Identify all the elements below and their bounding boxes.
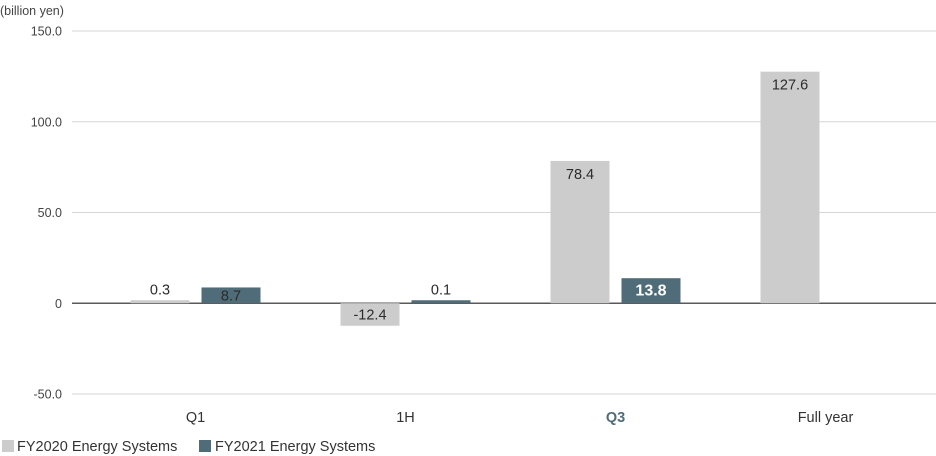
x-category-label-q1: Q1 <box>186 410 205 426</box>
bar-fy2020-1h <box>340 303 400 326</box>
bar-fy2021-q1 <box>201 287 261 304</box>
bar-fy2020-q1 <box>130 300 190 304</box>
bar-fy2021-1h <box>411 300 471 304</box>
bars <box>130 71 820 326</box>
y-axis-unit-label: (billion yen) <box>0 4 64 18</box>
data-label-fy2020-q3: 78.4 <box>566 167 594 183</box>
x-category-label-q3: Q3 <box>606 410 625 426</box>
y-tick-label: 0 <box>55 297 62 311</box>
data-label-fy2021-q3: 13.8 <box>635 283 666 300</box>
y-tick-label: -50.0 <box>34 388 63 402</box>
data-label-fy2020-q1: 0.3 <box>150 282 170 298</box>
data-label-fy2021-1h: 0.1 <box>431 282 451 298</box>
legend-swatch-fy2021 <box>199 440 211 452</box>
legend-swatch-fy2020 <box>2 440 14 452</box>
data-label-fy2020-1h: -12.4 <box>353 308 386 324</box>
legend: FY2020 Energy Systems FY2021 Energy Syst… <box>2 439 375 455</box>
data-label-fy2021-q1: 8.7 <box>221 288 241 304</box>
y-tick-labels: 150.0 100.0 50.0 0 -50.0 <box>31 25 62 402</box>
bar-fy2021-q3 <box>621 278 681 304</box>
y-tick-label: 100.0 <box>31 115 62 129</box>
bar-fy2020-q3 <box>550 160 610 304</box>
data-label-fy2020-full-year: 127.6 <box>772 78 808 94</box>
x-category-labels: Q1 1H Q3 Full year <box>186 410 854 426</box>
legend-label-fy2020: FY2020 Energy Systems <box>17 439 177 455</box>
x-category-label-1h: 1H <box>396 410 415 426</box>
legend-label-fy2021: FY2021 Energy Systems <box>215 439 375 455</box>
y-tick-label: 50.0 <box>38 206 62 220</box>
y-tick-label: 150.0 <box>31 25 62 39</box>
data-labels: 0.3 8.7 -12.4 0.1 78.4 13.8 127.6 <box>150 78 808 324</box>
bar-fy2020-full-year <box>760 71 820 304</box>
x-category-label-full-year: Full year <box>798 410 854 426</box>
